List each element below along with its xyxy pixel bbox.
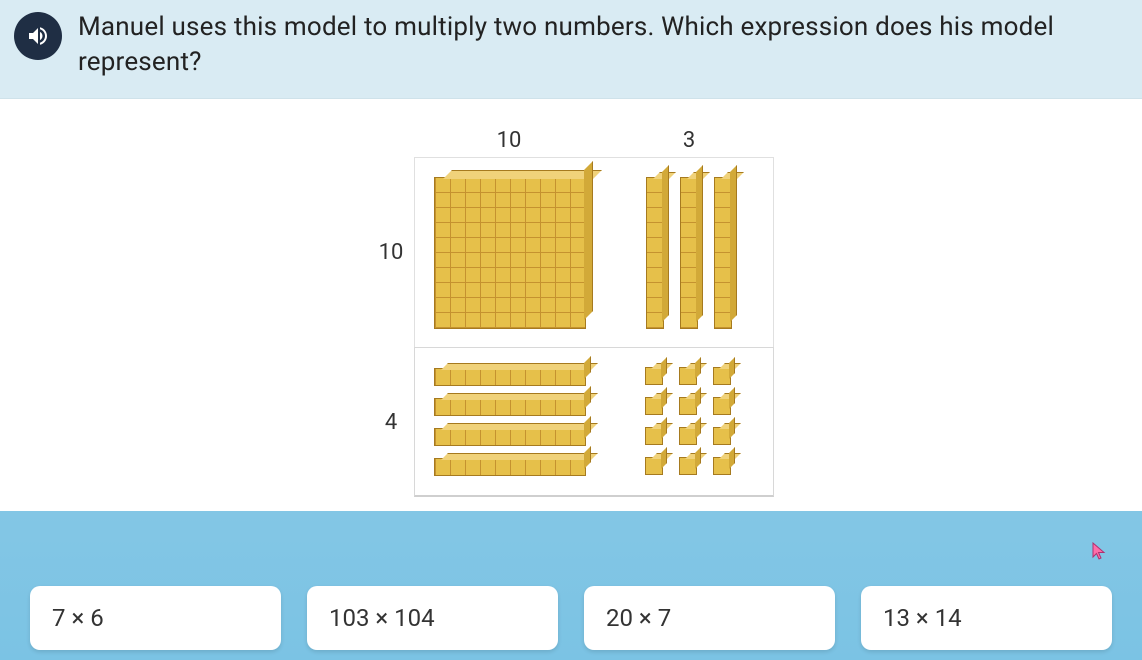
cell-tens-horizontal — [414, 347, 604, 497]
top-label-1: 10 — [497, 128, 522, 153]
ten-rod-horizontal — [434, 398, 586, 416]
left-label-1: 10 — [379, 240, 404, 265]
unit-cube — [645, 367, 663, 385]
unit-cubes — [645, 367, 733, 477]
cell-tens-vertical — [604, 157, 774, 347]
ten-rod-vertical — [646, 177, 664, 329]
speaker-icon — [26, 24, 50, 48]
unit-cube — [713, 457, 731, 475]
ten-rod-vertical — [714, 177, 732, 329]
unit-cube — [645, 427, 663, 445]
answer-choices: 7 × 6 103 × 104 20 × 7 13 × 14 — [0, 586, 1142, 650]
answer-choice-4[interactable]: 13 × 14 — [861, 586, 1112, 650]
unit-cube — [679, 427, 697, 445]
question-header: Manuel uses this model to multiply two n… — [0, 0, 1142, 99]
workspace: 10 3 10 4 — [0, 99, 1142, 511]
unit-cube — [713, 427, 731, 445]
ten-rod-horizontal — [434, 458, 586, 476]
unit-cube — [679, 397, 697, 415]
cell-hundred-flat — [414, 157, 604, 347]
area-model: 10 3 10 4 — [368, 123, 774, 497]
unit-cube — [679, 457, 697, 475]
hundred-flat — [434, 177, 586, 329]
top-label-2: 3 — [683, 128, 695, 153]
answer-choice-3[interactable]: 20 × 7 — [584, 586, 835, 650]
left-label-2: 4 — [385, 410, 397, 435]
horizontal-rods — [434, 368, 586, 476]
cell-units — [604, 347, 774, 497]
ten-rod-vertical — [680, 177, 698, 329]
unit-cube — [645, 457, 663, 475]
unit-cube — [713, 397, 731, 415]
question-text: Manuel uses this model to multiply two n… — [78, 10, 1124, 80]
answer-choice-2[interactable]: 103 × 104 — [307, 586, 558, 650]
ten-rod-horizontal — [434, 428, 586, 446]
answer-choice-1[interactable]: 7 × 6 — [30, 586, 281, 650]
cursor-icon — [1092, 542, 1106, 560]
read-aloud-button[interactable] — [14, 12, 62, 60]
vertical-rods — [646, 177, 732, 329]
unit-cube — [645, 397, 663, 415]
ten-rod-horizontal — [434, 368, 586, 386]
unit-cube — [713, 367, 731, 385]
unit-cube — [679, 367, 697, 385]
